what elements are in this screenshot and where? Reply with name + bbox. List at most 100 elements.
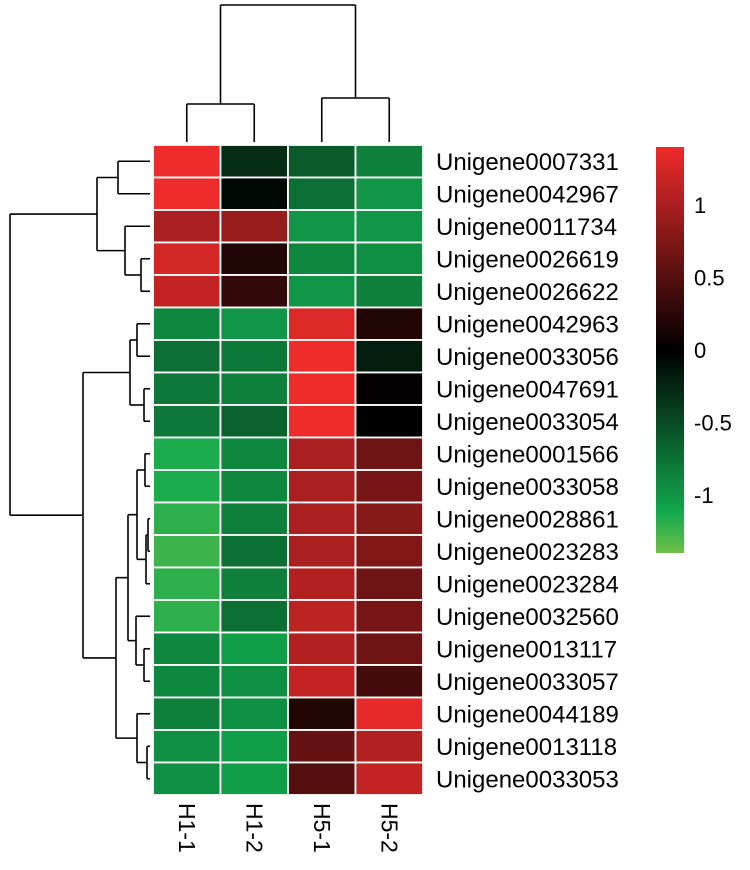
heatmap-cell	[287, 631, 357, 666]
heatmap-cell	[287, 469, 357, 504]
column-labels: H1-1 H1-2 H5-1 H5-2	[174, 803, 403, 853]
heatmap-cell	[219, 469, 289, 504]
heatmap-cell	[287, 404, 357, 439]
heatmap-cell	[354, 534, 424, 569]
color-legend-tick-label: -0.5	[694, 411, 732, 436]
row-label: Unigene0047691	[436, 376, 619, 403]
heatmap-cell	[287, 696, 357, 731]
heatmap-cell	[354, 761, 424, 796]
heatmap-cell	[287, 306, 357, 341]
heatmap-cell	[287, 566, 357, 601]
color-legend-tick-label: -1	[694, 483, 714, 508]
heatmap-cell	[287, 241, 357, 276]
row-label: Unigene0033057	[436, 669, 619, 696]
heatmap-cell	[219, 501, 289, 536]
heatmap-cell	[152, 696, 222, 731]
heatmap-cell	[152, 339, 222, 374]
heatmap-cell	[287, 436, 357, 471]
column-label: H1-2	[241, 803, 267, 853]
row-labels: Unigene0007331 Unigene0042967 Unigene00117…	[436, 149, 619, 794]
column-label: H1-1	[174, 803, 200, 853]
heatmap-cell	[354, 144, 424, 179]
heatmap-cell	[219, 241, 289, 276]
heatmap-cell	[152, 436, 222, 471]
heatmap-cell	[152, 599, 222, 634]
heatmap-cell	[152, 209, 222, 244]
heatmap-cell	[219, 761, 289, 796]
column-dendrogram	[185, 4, 391, 142]
heatmap-cell	[219, 664, 289, 699]
heatmap-cell	[354, 501, 424, 536]
color-legend-bar	[656, 147, 684, 553]
heatmap-cell	[287, 501, 357, 536]
row-label: Unigene0032560	[436, 604, 619, 631]
column-label: H5-2	[376, 803, 402, 853]
heatmap-cell	[354, 339, 424, 374]
heatmap-cell	[354, 566, 424, 601]
heatmap-cell	[152, 761, 222, 796]
row-label: Unigene0033054	[436, 409, 619, 436]
heatmap-cell	[287, 371, 357, 406]
heatmap-cell	[287, 176, 357, 211]
row-label: Unigene0033058	[436, 474, 619, 501]
heatmap-cell	[219, 371, 289, 406]
heatmap-cell	[219, 339, 289, 374]
heatmap-cell	[219, 176, 289, 211]
heatmap-cell	[152, 176, 222, 211]
row-label: Unigene0013118	[436, 734, 617, 761]
heatmap-cell	[354, 371, 424, 406]
heatmap-cell	[152, 274, 222, 309]
row-label: Unigene0001566	[436, 441, 619, 468]
row-label: Unigene0023284	[436, 571, 619, 598]
color-legend-tick-label: 1	[694, 193, 706, 218]
heatmap-cell	[354, 176, 424, 211]
heatmap-cell	[354, 436, 424, 471]
row-label: Unigene0042967	[436, 181, 619, 208]
heatmap-cell	[287, 664, 357, 699]
heatmap-cell	[152, 729, 222, 764]
heatmap-cell	[219, 436, 289, 471]
heatmap-cell	[219, 274, 289, 309]
color-legend-tick-label: 0	[694, 338, 706, 363]
heatmap-cell	[152, 241, 222, 276]
heatmap-cell	[354, 664, 424, 699]
heatmap-cell	[287, 339, 357, 374]
heatmap-cell	[152, 371, 222, 406]
heatmap-cell	[287, 599, 357, 634]
heatmap-cell	[354, 404, 424, 439]
heatmap-cell	[219, 534, 289, 569]
heatmap-cell	[354, 209, 424, 244]
heatmap-cell	[152, 566, 222, 601]
heatmap-cell	[287, 729, 357, 764]
heatmap-cell	[219, 209, 289, 244]
heatmap-cell	[287, 534, 357, 569]
heatmap-cell	[287, 209, 357, 244]
row-label: Unigene0042963	[436, 311, 619, 338]
column-label: H5-1	[309, 803, 335, 853]
row-label: Unigene0026622	[436, 279, 619, 306]
heatmap-cell	[354, 306, 424, 341]
row-label: Unigene0011734	[436, 214, 617, 241]
heatmap-cell	[152, 501, 222, 536]
heatmap-cell	[152, 404, 222, 439]
heatmap-cells	[152, 144, 424, 796]
heatmap-cell	[152, 631, 222, 666]
row-label: Unigene0007331	[436, 149, 619, 176]
row-label: Unigene0044189	[436, 701, 619, 728]
row-label: Unigene0026619	[436, 246, 619, 273]
heatmap-cell	[219, 631, 289, 666]
heatmap-cell	[287, 274, 357, 309]
heatmap-cell	[354, 729, 424, 764]
row-label: Unigene0028861	[436, 506, 619, 533]
heatmap-cell	[354, 274, 424, 309]
heatmap-cell	[354, 241, 424, 276]
row-dendrogram	[9, 160, 150, 780]
heatmap-cell	[219, 404, 289, 439]
color-legend: 1 0.5 0 -0.5 -1	[656, 147, 732, 553]
heatmap-cell	[152, 664, 222, 699]
row-label: Unigene0033056	[436, 344, 619, 371]
heatmap-cell	[354, 469, 424, 504]
row-label: Unigene0023283	[436, 539, 619, 566]
row-label: Unigene0013117	[436, 636, 617, 663]
